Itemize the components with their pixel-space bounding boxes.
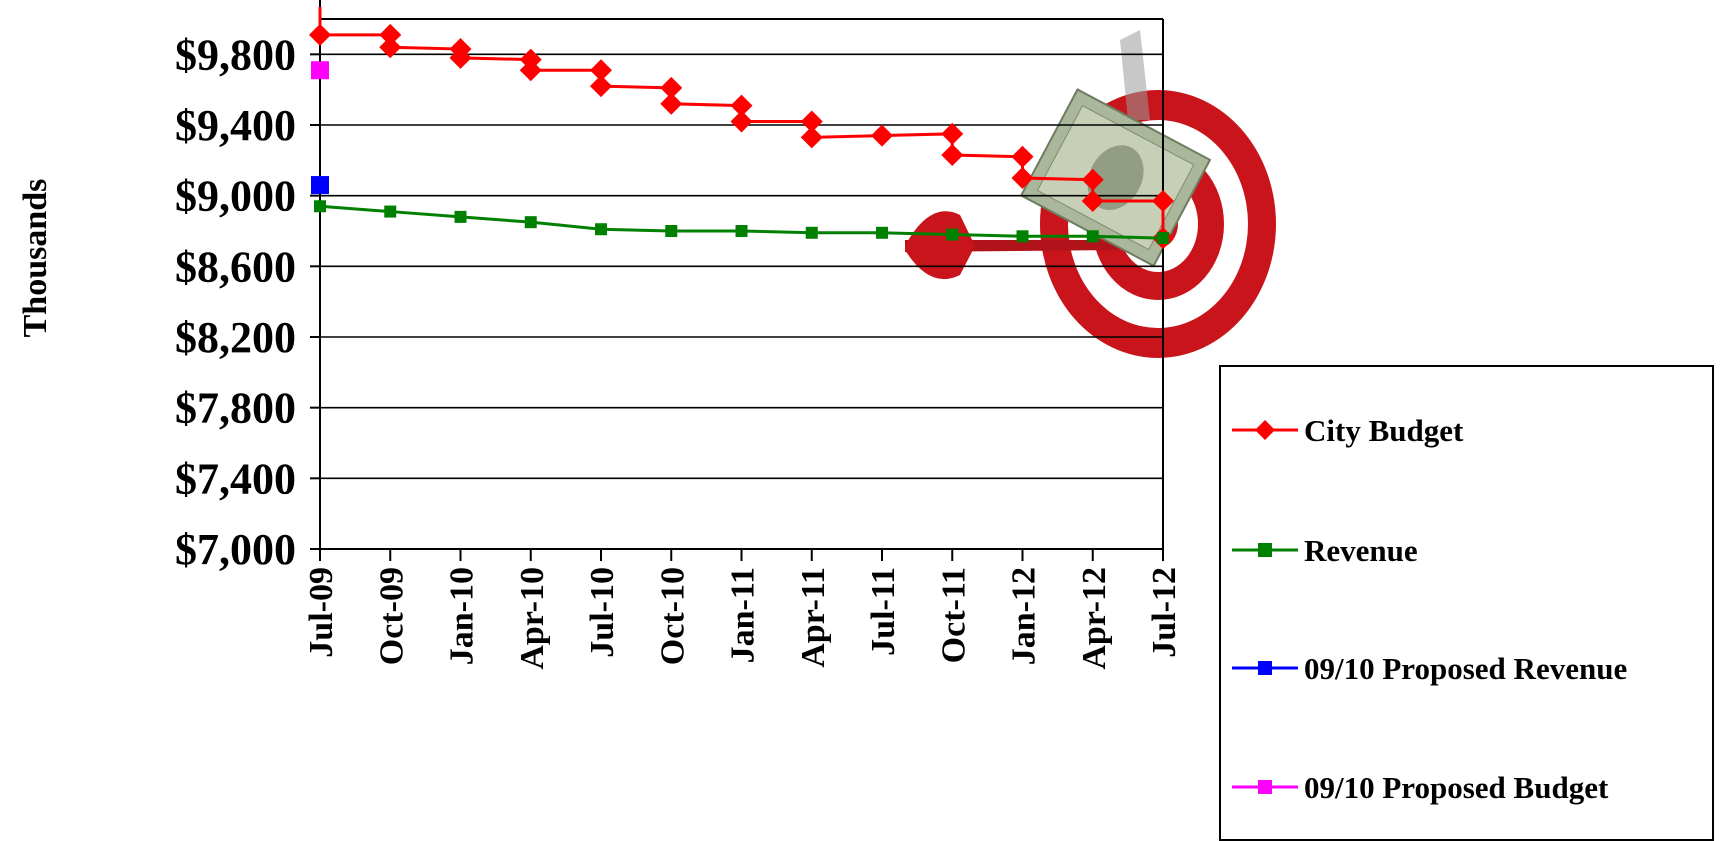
x-tick-label: Jul-12 <box>1146 567 1183 658</box>
y-tick-label: $7,400 <box>175 454 296 503</box>
legend-swatch-marker <box>1258 661 1272 675</box>
data-point <box>871 124 893 147</box>
data-point <box>1086 230 1099 243</box>
legend: City Budget Revenue 09/10 Proposed Revenue… <box>1219 365 1714 841</box>
data-point <box>595 223 607 236</box>
legend-swatch-marker <box>1258 780 1272 794</box>
legend-item: 09/10 Proposed Revenue <box>1232 651 1627 686</box>
legend-label: City Budget <box>1304 413 1464 448</box>
data-point <box>384 205 397 218</box>
x-tick-label: Jan-12 <box>1006 567 1043 665</box>
x-tick-label: Jan-11 <box>725 567 762 663</box>
data-point <box>311 61 329 80</box>
series-09-10-proposed-revenue <box>311 176 329 195</box>
dart-target-with-money-icon <box>905 30 1276 358</box>
y-tick-label: $8,600 <box>175 242 296 291</box>
data-point <box>660 92 683 115</box>
data-point <box>660 76 683 99</box>
x-tick-label: Oct-10 <box>654 567 691 665</box>
data-point <box>730 94 753 117</box>
data-point <box>1157 232 1169 245</box>
axes <box>319 0 1164 550</box>
data-point <box>311 176 329 195</box>
data-point <box>805 226 818 239</box>
data-point <box>449 38 472 61</box>
legend-item: 09/10 Proposed Budget <box>1232 770 1609 805</box>
x-tick-label: Jul-10 <box>584 567 621 658</box>
data-point <box>379 23 402 46</box>
x-tick-label: Apr-12 <box>1076 567 1113 670</box>
x-axis-ticks: Jul-09 Oct-09 Jan-10 Apr-10 Jul-10 Oct-10 Jan-… <box>303 549 1183 670</box>
series-revenue <box>314 200 1169 245</box>
legend-item: Revenue <box>1232 533 1418 568</box>
data-point <box>941 144 964 167</box>
data-point <box>454 210 467 223</box>
data-point <box>665 225 678 237</box>
y-tick-label: $9,800 <box>175 30 296 79</box>
data-point <box>800 110 823 133</box>
data-point <box>309 23 331 46</box>
legend-box <box>1219 365 1714 841</box>
data-point <box>1081 168 1104 191</box>
data-point <box>590 75 612 98</box>
x-tick-label: Oct-09 <box>373 567 410 665</box>
x-tick-label: Apr-10 <box>514 567 551 670</box>
legend-swatch-marker <box>1255 420 1275 440</box>
data-point <box>524 216 537 229</box>
data-point <box>1011 167 1034 189</box>
data-point <box>735 225 748 237</box>
legend-item: City Budget <box>1232 413 1464 448</box>
data-point <box>1016 230 1029 243</box>
legend-swatch-marker <box>1258 543 1272 557</box>
series-09-10-proposed-budget <box>311 61 329 80</box>
y-tick-label: $9,000 <box>175 172 296 221</box>
legend-label: 09/10 Proposed Revenue <box>1304 651 1627 686</box>
data-point <box>1081 189 1104 212</box>
y-tick-label: $8,200 <box>175 313 296 362</box>
y-tick-label: $7,000 <box>175 525 296 574</box>
data-point <box>800 126 823 149</box>
data-point <box>590 59 612 82</box>
data-point <box>1011 145 1034 168</box>
x-tick-label: Jan-10 <box>444 567 481 665</box>
x-tick-label: Jul-11 <box>865 567 902 656</box>
y-axis-ticks: $7,000 $7,400 $7,800 $8,200 $8,600 $9,000 $9,4… <box>175 30 320 574</box>
data-point <box>519 48 542 71</box>
legend-label: Revenue <box>1304 533 1418 568</box>
data-point <box>1152 189 1174 212</box>
y-tick-label: $7,800 <box>175 384 296 433</box>
x-tick-label: Oct-11 <box>935 567 972 663</box>
x-tick-label: Apr-11 <box>795 567 832 668</box>
data-point <box>730 110 753 133</box>
data-point <box>946 228 959 241</box>
x-tick-label: Jul-09 <box>303 567 340 658</box>
data-point <box>876 226 888 239</box>
data-point <box>941 122 964 145</box>
series-layer <box>309 7 1174 250</box>
y-tick-label: $9,400 <box>175 101 296 150</box>
data-point <box>314 200 326 213</box>
y-axis-label: Thousands <box>17 179 54 338</box>
data-point <box>379 36 402 59</box>
legend-label: 09/10 Proposed Budget <box>1304 770 1609 805</box>
